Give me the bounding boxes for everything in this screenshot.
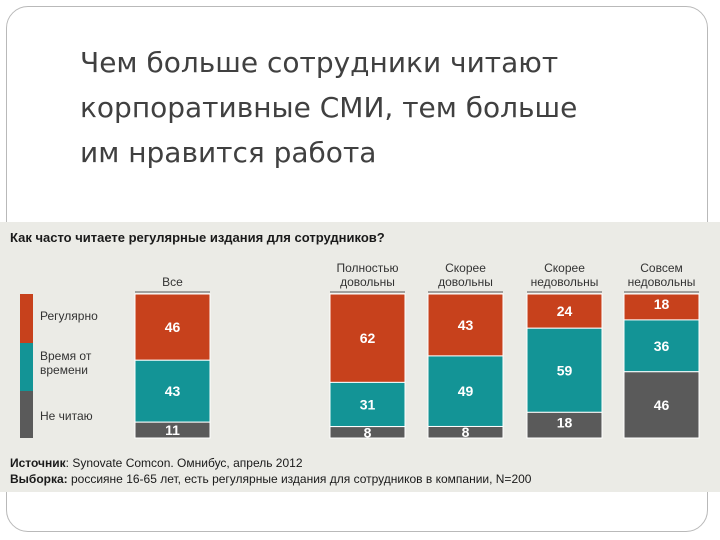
sample-text: россияне 16-65 лет, есть регулярные изда… <box>67 472 532 486</box>
slide-title: Чем больше сотрудники читают корпоративн… <box>80 46 578 169</box>
sample-line: Выборка: россияне 16-65 лет, есть регуля… <box>10 472 531 486</box>
category-label-3: Скорее <box>445 261 486 275</box>
bar-2-1 <box>329 293 406 383</box>
legend-label-2: Время от <box>40 349 92 363</box>
bar-2-3 <box>329 426 406 439</box>
data-label-5-1: 18 <box>654 296 670 312</box>
source-line: Источник: Synovate Comcon. Омнибус, апре… <box>10 456 303 470</box>
legend-label-3: Не читаю <box>40 409 93 423</box>
bar-5-1 <box>623 293 700 321</box>
category-label-3-line2: довольны <box>438 275 493 289</box>
source-label: Источник <box>10 456 66 470</box>
data-label-5-3: 46 <box>654 397 670 413</box>
sample-label: Выборка: <box>10 472 68 486</box>
category-label-4: Скорее <box>544 261 585 275</box>
bar-3-2 <box>427 355 504 427</box>
bar-5-3 <box>623 371 700 439</box>
legend-swatch-2 <box>20 343 33 391</box>
bar-3-3 <box>427 425 504 439</box>
data-label-1-1: 46 <box>165 319 181 335</box>
bar-1-1 <box>134 293 211 361</box>
bar-4-2 <box>526 327 603 413</box>
category-label-2: Полностью <box>336 261 398 275</box>
category-label-2-line2: довольны <box>340 275 395 289</box>
legend-swatch-3 <box>20 391 33 438</box>
legend-swatch-1 <box>20 294 33 343</box>
bar-3-1 <box>427 293 504 357</box>
data-label-1-3: 11 <box>165 422 180 438</box>
category-label-5-line2: недовольны <box>628 275 696 289</box>
data-label-3-2: 49 <box>458 383 474 399</box>
category-label-1: Все <box>162 275 183 289</box>
category-label-4-line2: недовольны <box>531 275 599 289</box>
data-label-1-2: 43 <box>165 383 181 399</box>
data-label-2-2: 31 <box>360 396 376 412</box>
data-label-5-2: 36 <box>654 338 670 354</box>
legend-label-1: Регулярно <box>40 309 98 323</box>
bar-1-2 <box>134 359 211 423</box>
chart-title: Как часто читаете регулярные издания для… <box>10 230 385 245</box>
bar-4-1 <box>526 293 603 329</box>
bar-1-3 <box>134 421 211 439</box>
data-label-2-3: 8 <box>364 424 372 440</box>
data-label-3-1: 43 <box>458 317 474 333</box>
data-label-4-3: 18 <box>557 414 573 430</box>
data-label-4-1: 24 <box>557 303 573 319</box>
data-label-3-3: 8 <box>462 424 470 440</box>
category-label-5: Совсем <box>640 261 683 275</box>
bar-2-2 <box>329 381 406 428</box>
data-label-2-1: 62 <box>360 330 376 346</box>
bar-4-3 <box>526 411 603 439</box>
data-label-4-2: 59 <box>557 362 573 378</box>
legend-label-2-line2: времени <box>40 363 88 377</box>
source-text: : Synovate Comcon. Омнибус, апрель 2012 <box>65 456 303 470</box>
chart-panel: Как часто читаете регулярные издания для… <box>0 222 720 492</box>
